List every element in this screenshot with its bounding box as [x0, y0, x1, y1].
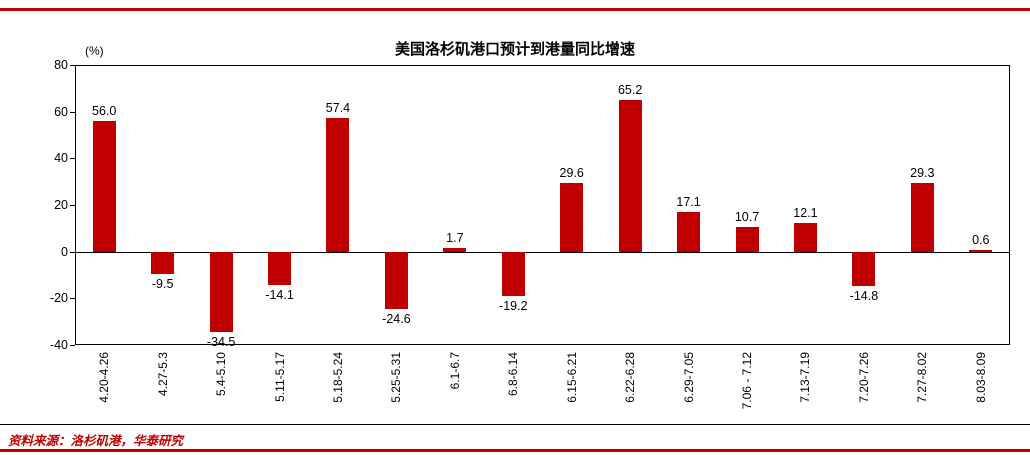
bar-value-label: -19.2 — [499, 299, 528, 314]
bar-value-label: 56.0 — [92, 104, 117, 118]
bar-value-label: 0.6 — [972, 233, 990, 248]
bar — [910, 183, 934, 252]
x-tick-label: 4.27-5.3 — [155, 352, 170, 397]
bar — [677, 211, 701, 252]
bar — [852, 251, 876, 287]
y-tick-mark — [70, 65, 75, 66]
y-tick-mark — [70, 345, 75, 346]
bar-value-label: -14.8 — [849, 289, 879, 304]
x-tick-label: 4.20-4.26 — [97, 352, 112, 403]
bar-value-label: 10.7 — [734, 209, 760, 224]
bar — [443, 247, 467, 252]
x-tick-label: 7.20-7.26 — [856, 352, 871, 403]
bar-value-label: 65.2 — [617, 82, 643, 97]
bar — [209, 251, 233, 333]
bar-value-label: 1.7 — [446, 230, 464, 245]
bar — [969, 250, 993, 252]
bar-value-label: 29.6 — [559, 165, 584, 180]
bar — [793, 223, 817, 252]
y-tick-label: 80 — [54, 58, 68, 72]
zero-line — [75, 252, 1010, 253]
y-tick-label: 20 — [54, 198, 68, 212]
bar — [92, 121, 116, 252]
y-tick-mark — [70, 111, 75, 113]
y-tick-label: 0 — [61, 244, 68, 259]
y-tick-mark — [70, 251, 75, 253]
x-tick-label: 6.8-6.14 — [506, 352, 521, 397]
x-tick-label: 5.11-5.17 — [272, 352, 287, 402]
bar — [618, 99, 642, 252]
x-tick-label: 6.1-6.7 — [447, 352, 462, 390]
bar — [560, 182, 584, 252]
bar-value-label: 57.4 — [325, 100, 351, 115]
top-red-rule — [0, 8, 1030, 11]
y-tick-mark — [70, 298, 75, 300]
x-tick-label: 5.4-5.10 — [214, 352, 229, 397]
x-tick-label: 5.25-5.31 — [389, 352, 404, 403]
plot-area — [75, 65, 1010, 345]
chart-title: 美国洛杉矶港口预计到港量同比增速 — [394, 41, 635, 58]
bar — [501, 251, 525, 297]
x-tick-label: 6.15-6.21 — [564, 352, 579, 403]
y-tick-mark — [70, 205, 75, 206]
bar-value-label: -24.6 — [382, 312, 411, 327]
bar-value-label: -9.5 — [151, 276, 174, 291]
y-tick-label: -20 — [49, 291, 68, 306]
y-tick-label: -40 — [49, 338, 68, 352]
x-tick-label: 7.13-7.19 — [798, 352, 813, 403]
bar — [326, 117, 350, 252]
bar-value-label: 29.3 — [910, 166, 935, 181]
y-tick-label: 60 — [54, 104, 68, 119]
source-note: 资料来源：洛杉矶港，华泰研究 — [8, 433, 184, 448]
bottom-red-rule — [0, 449, 1030, 452]
x-tick-label: 7.27-8.02 — [915, 352, 930, 403]
bar — [735, 226, 759, 252]
y-tick-mark — [70, 158, 75, 160]
bar — [384, 251, 408, 310]
x-tick-label: 6.29-7.05 — [681, 352, 696, 403]
bar — [268, 251, 292, 285]
bar — [151, 251, 175, 274]
bar-value-label: 17.1 — [676, 194, 701, 209]
y-tick-label: 40 — [54, 151, 68, 166]
bar-value-label: 12.1 — [793, 206, 818, 221]
x-tick-label: 6.22-6.28 — [623, 352, 638, 403]
x-tick-label: 8.03-8.09 — [973, 352, 988, 403]
footer-separator-line — [0, 424, 1030, 425]
x-tick-label: 5.18-5.24 — [330, 352, 345, 403]
x-tick-label: 7.06 - 7.12 — [740, 352, 755, 410]
y-axis-unit-label: (%) — [85, 44, 104, 58]
bar-value-label: -14.1 — [265, 287, 294, 302]
bar-value-label: -34.5 — [206, 335, 236, 350]
